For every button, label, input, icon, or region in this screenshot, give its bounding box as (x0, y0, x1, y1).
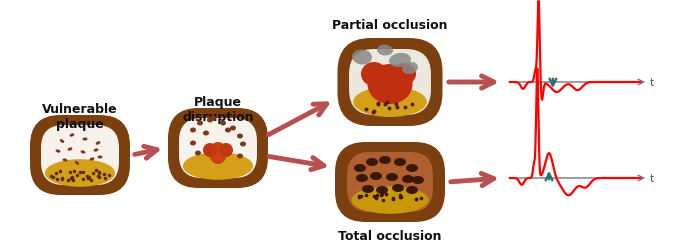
Text: t: t (650, 174, 654, 184)
Ellipse shape (190, 141, 196, 145)
Ellipse shape (376, 186, 388, 194)
Ellipse shape (362, 185, 374, 193)
Ellipse shape (406, 164, 418, 172)
Text: Vulnerable
plaque: Vulnerable plaque (42, 103, 118, 131)
Ellipse shape (406, 186, 418, 194)
Ellipse shape (377, 44, 393, 56)
Ellipse shape (225, 127, 231, 132)
Ellipse shape (356, 174, 368, 182)
Ellipse shape (210, 116, 216, 121)
Text: Partial occlusion: Partial occlusion (332, 19, 448, 32)
Ellipse shape (367, 64, 412, 104)
FancyBboxPatch shape (41, 125, 119, 185)
FancyBboxPatch shape (168, 108, 268, 188)
Ellipse shape (230, 125, 236, 130)
Ellipse shape (361, 62, 387, 86)
Ellipse shape (366, 158, 378, 166)
Ellipse shape (370, 172, 382, 180)
Ellipse shape (353, 87, 427, 117)
Ellipse shape (203, 130, 209, 136)
Ellipse shape (354, 164, 366, 172)
Ellipse shape (402, 62, 418, 74)
Ellipse shape (70, 133, 75, 137)
Ellipse shape (195, 150, 201, 156)
Ellipse shape (60, 139, 64, 143)
Ellipse shape (351, 186, 429, 214)
FancyBboxPatch shape (338, 38, 443, 126)
Ellipse shape (402, 175, 414, 183)
Ellipse shape (412, 176, 424, 184)
Ellipse shape (197, 121, 203, 125)
Text: Plaque
disruption: Plaque disruption (182, 96, 254, 124)
Ellipse shape (68, 147, 72, 151)
FancyBboxPatch shape (347, 152, 433, 212)
Ellipse shape (98, 155, 102, 159)
Ellipse shape (352, 49, 372, 64)
Ellipse shape (219, 143, 233, 157)
FancyBboxPatch shape (30, 115, 130, 195)
Ellipse shape (220, 121, 226, 125)
Ellipse shape (75, 161, 79, 165)
Ellipse shape (392, 63, 416, 85)
Ellipse shape (394, 158, 406, 166)
FancyBboxPatch shape (179, 118, 257, 178)
Ellipse shape (389, 53, 411, 67)
Ellipse shape (237, 153, 243, 159)
Ellipse shape (379, 156, 391, 164)
Ellipse shape (90, 157, 94, 161)
Ellipse shape (209, 142, 227, 164)
Ellipse shape (386, 173, 398, 181)
Ellipse shape (94, 148, 99, 152)
Ellipse shape (45, 159, 115, 187)
Text: Total occlusion: Total occlusion (338, 230, 442, 243)
FancyBboxPatch shape (349, 49, 431, 115)
Ellipse shape (237, 133, 243, 139)
Ellipse shape (63, 158, 67, 162)
FancyBboxPatch shape (335, 142, 445, 222)
Ellipse shape (96, 141, 100, 145)
Ellipse shape (203, 143, 217, 157)
Ellipse shape (207, 118, 213, 123)
Ellipse shape (55, 149, 60, 153)
Ellipse shape (392, 184, 404, 192)
Ellipse shape (190, 127, 196, 132)
Ellipse shape (240, 142, 246, 146)
Ellipse shape (81, 150, 86, 154)
Ellipse shape (183, 152, 253, 180)
Ellipse shape (83, 137, 88, 141)
Text: t: t (650, 78, 654, 88)
